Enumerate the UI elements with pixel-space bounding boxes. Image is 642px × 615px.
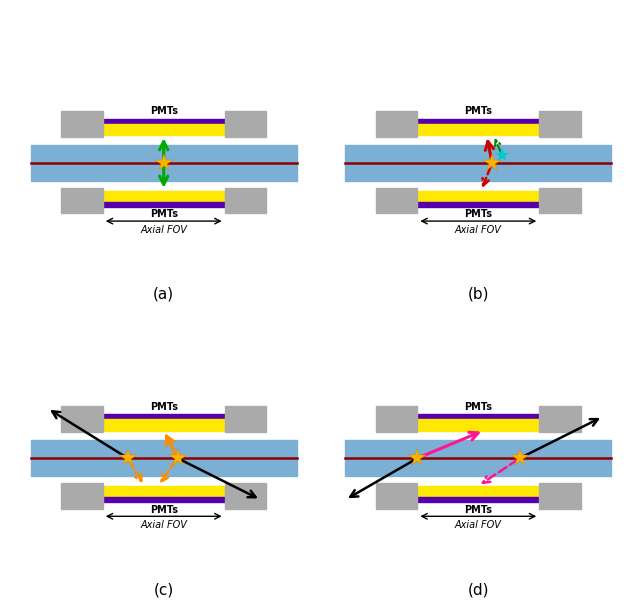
Text: Crystals: Crystals [144,486,184,497]
Text: (b): (b) [467,287,489,302]
Text: PMTs: PMTs [150,106,178,116]
Bar [31,145,297,181]
Text: Crystals: Crystals [458,419,498,430]
Bar [417,486,539,498]
Bar [103,498,225,502]
Bar [103,419,225,430]
Text: PMTs: PMTs [464,505,492,515]
Text: (d): (d) [467,582,489,597]
Text: (a): (a) [153,287,174,302]
Bar [417,119,539,124]
Text: Shielding: Shielding [377,119,416,129]
Bar [225,188,266,213]
Text: Shielding: Shielding [377,415,416,424]
Bar [376,407,417,432]
Text: Shielding: Shielding [541,196,580,205]
Bar [62,483,103,509]
Text: Crystals: Crystals [458,486,498,497]
Bar [103,191,225,202]
Bar [417,124,539,135]
Bar [417,414,539,419]
Bar [539,111,580,137]
Text: Crystals: Crystals [458,191,498,202]
Text: Axial FOV: Axial FOV [140,225,187,236]
Bar [103,124,225,135]
Text: Crystals: Crystals [458,124,498,135]
Bar [103,486,225,498]
Bar [103,119,225,124]
Bar [225,483,266,509]
Text: Crystals: Crystals [144,419,184,430]
Bar [62,407,103,432]
Text: (c): (c) [153,582,174,597]
Text: Crystals: Crystals [144,191,184,202]
Text: Axial FOV: Axial FOV [455,225,502,236]
Text: Axial FOV: Axial FOV [140,520,187,531]
Text: PMTs: PMTs [464,210,492,220]
Bar [417,498,539,502]
Text: Shielding: Shielding [226,491,265,501]
Text: Shielding: Shielding [541,415,580,424]
Text: Axial FOV: Axial FOV [455,520,502,531]
Text: PMTs: PMTs [150,210,178,220]
Text: PMTs: PMTs [150,402,178,411]
Bar [539,188,580,213]
Bar [539,407,580,432]
Bar [103,414,225,419]
Text: Shielding: Shielding [226,119,265,129]
Text: Shielding: Shielding [62,415,101,424]
Text: Shielding: Shielding [541,491,580,501]
Bar [417,191,539,202]
Bar [225,111,266,137]
Bar [62,188,103,213]
Bar [376,111,417,137]
Bar [539,483,580,509]
Bar [31,440,297,476]
Text: PMTs: PMTs [464,106,492,116]
Text: PMTs: PMTs [150,505,178,515]
Text: Crystals: Crystals [144,124,184,135]
Text: Shielding: Shielding [62,119,101,129]
Bar [345,440,611,476]
Bar [103,202,225,207]
Bar [62,111,103,137]
Text: Shielding: Shielding [62,491,101,501]
Text: Shielding: Shielding [377,196,416,205]
Bar [417,419,539,430]
Bar [417,202,539,207]
Bar [345,145,611,181]
Bar [376,188,417,213]
Text: Shielding: Shielding [541,119,580,129]
Text: Shielding: Shielding [226,415,265,424]
Text: Shielding: Shielding [226,196,265,205]
Text: Shielding: Shielding [377,491,416,501]
Bar [376,483,417,509]
Text: PMTs: PMTs [464,402,492,411]
Text: Shielding: Shielding [62,196,101,205]
Bar [225,407,266,432]
